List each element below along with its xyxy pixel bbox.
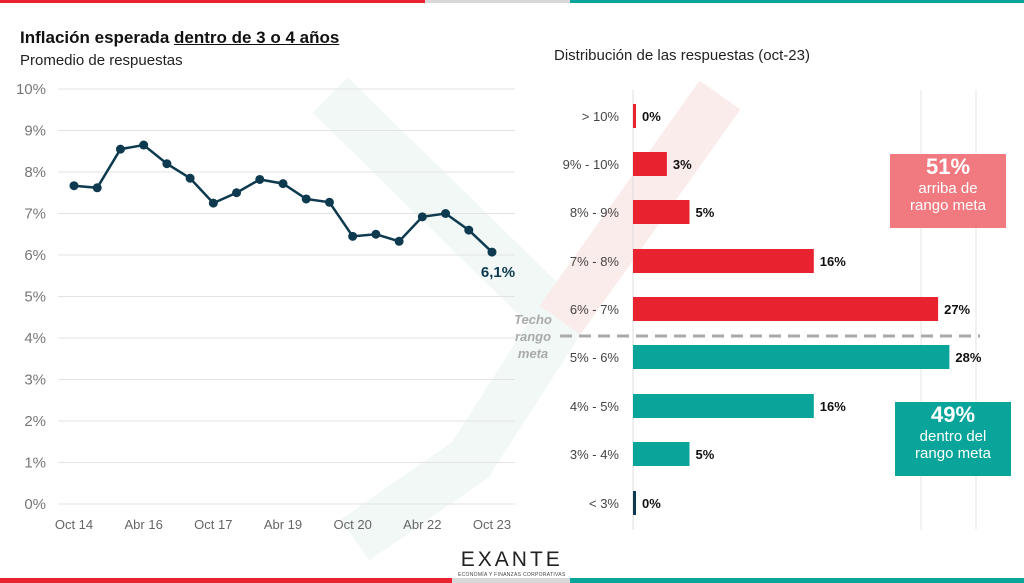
y-tick-label: 7% [24, 206, 46, 223]
data-point [348, 231, 358, 241]
data-point [185, 173, 195, 183]
data-point [464, 225, 474, 235]
data-point [255, 174, 265, 184]
bar-value-label: 16% [820, 254, 846, 269]
data-point [139, 140, 149, 150]
category-label: 5% - 6% [570, 350, 620, 365]
y-tick-label: 10% [16, 81, 46, 98]
bar-value-label: 0% [642, 109, 661, 124]
data-point [162, 159, 172, 169]
bar-value-label: 16% [820, 399, 846, 414]
bar-1 [633, 152, 667, 176]
x-tick-label: Oct 20 [334, 517, 372, 532]
x-tick-label: Oct 14 [55, 517, 93, 532]
chart-title: Inflación esperada dentro de 3 o 4 años [20, 28, 340, 47]
category-label: 6% - 7% [570, 302, 620, 317]
bar-8 [633, 491, 636, 515]
bar-4 [633, 297, 939, 321]
data-point [278, 179, 288, 189]
y-tick-label: 9% [24, 123, 46, 140]
data-point [208, 198, 218, 208]
bar-5 [633, 345, 950, 369]
x-tick-label: Abr 19 [264, 517, 302, 532]
data-point [92, 183, 102, 193]
bar-0 [633, 104, 636, 128]
data-point [417, 212, 427, 222]
x-tick-label: Abr 16 [125, 517, 163, 532]
bar-value-label: 5% [696, 205, 715, 220]
exante-logo: EXANTE ECONOMÍA Y FINANZAS CORPORATIVAS [458, 548, 566, 578]
category-label: 4% - 5% [570, 399, 620, 414]
data-point [371, 229, 381, 239]
last-value-label: 6,1% [481, 264, 515, 281]
data-point [394, 236, 404, 246]
y-tick-label: 8% [24, 164, 46, 181]
bar-value-label: 27% [944, 302, 970, 317]
category-label: 9% - 10% [563, 157, 620, 172]
bar-value-label: 28% [955, 350, 981, 365]
y-tick-label: 1% [24, 455, 46, 472]
x-tick-label: Oct 23 [473, 517, 511, 532]
data-point [115, 144, 125, 154]
y-tick-label: 3% [24, 372, 46, 389]
data-point [69, 181, 79, 191]
y-tick-label: 4% [24, 330, 46, 347]
above-target-box: 51% arriba de rango meta [890, 154, 1006, 228]
category-label: 8% - 9% [570, 205, 620, 220]
bar-3 [633, 249, 814, 273]
within-target-box: 49% dentro del rango meta [895, 402, 1011, 476]
threshold-label: Techo rango meta [514, 312, 552, 361]
data-point [324, 197, 334, 207]
bar-2 [633, 200, 690, 224]
right-chart-title: Distribución de las respuestas (oct-23) [554, 47, 810, 64]
category-label: > 10% [582, 109, 620, 124]
bar-7 [633, 442, 690, 466]
x-tick-label: Abr 22 [403, 517, 441, 532]
top-accent-bar [0, 0, 1024, 3]
category-label: 7% - 8% [570, 254, 620, 269]
watermark-x [312, 77, 593, 561]
category-label: 3% - 4% [570, 447, 620, 462]
bar-value-label: 5% [696, 447, 715, 462]
bar-value-label: 0% [642, 496, 661, 511]
y-tick-label: 5% [24, 289, 46, 306]
category-label: < 3% [589, 496, 619, 511]
y-tick-label: 6% [24, 247, 46, 264]
data-point [487, 247, 497, 257]
chart-subtitle: Promedio de respuestas [20, 52, 183, 69]
data-point [301, 194, 311, 204]
bottom-accent-bar [0, 578, 1024, 583]
data-point [232, 188, 242, 198]
x-tick-label: Oct 17 [194, 517, 232, 532]
y-tick-label: 2% [24, 413, 46, 430]
y-tick-label: 0% [24, 496, 46, 513]
data-point [441, 209, 451, 218]
bar-value-label: 3% [673, 157, 692, 172]
bar-6 [633, 394, 814, 418]
